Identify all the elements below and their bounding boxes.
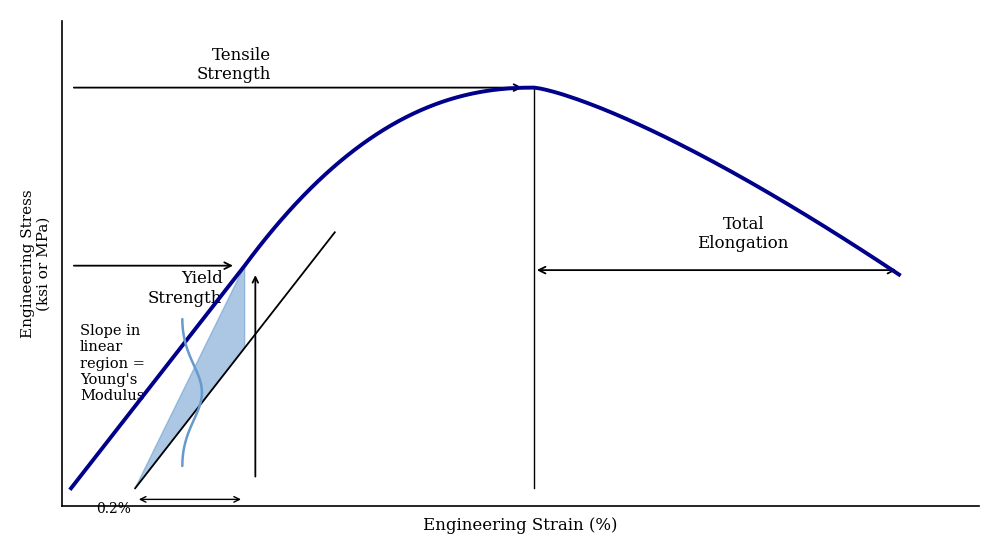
Polygon shape bbox=[135, 266, 245, 488]
X-axis label: Engineering Strain (%): Engineering Strain (%) bbox=[423, 517, 618, 534]
Text: 0.2%: 0.2% bbox=[96, 502, 131, 516]
Text: Slope in
linear
region =
Young's
Modulus: Slope in linear region = Young's Modulus bbox=[80, 324, 145, 403]
Y-axis label: Engineering Stress
(ksi or MPa): Engineering Stress (ksi or MPa) bbox=[21, 189, 51, 338]
Text: Tensile
Strength: Tensile Strength bbox=[197, 47, 271, 83]
Text: Yield
Strength: Yield Strength bbox=[148, 270, 222, 307]
Text: Total
Elongation: Total Elongation bbox=[698, 216, 789, 253]
